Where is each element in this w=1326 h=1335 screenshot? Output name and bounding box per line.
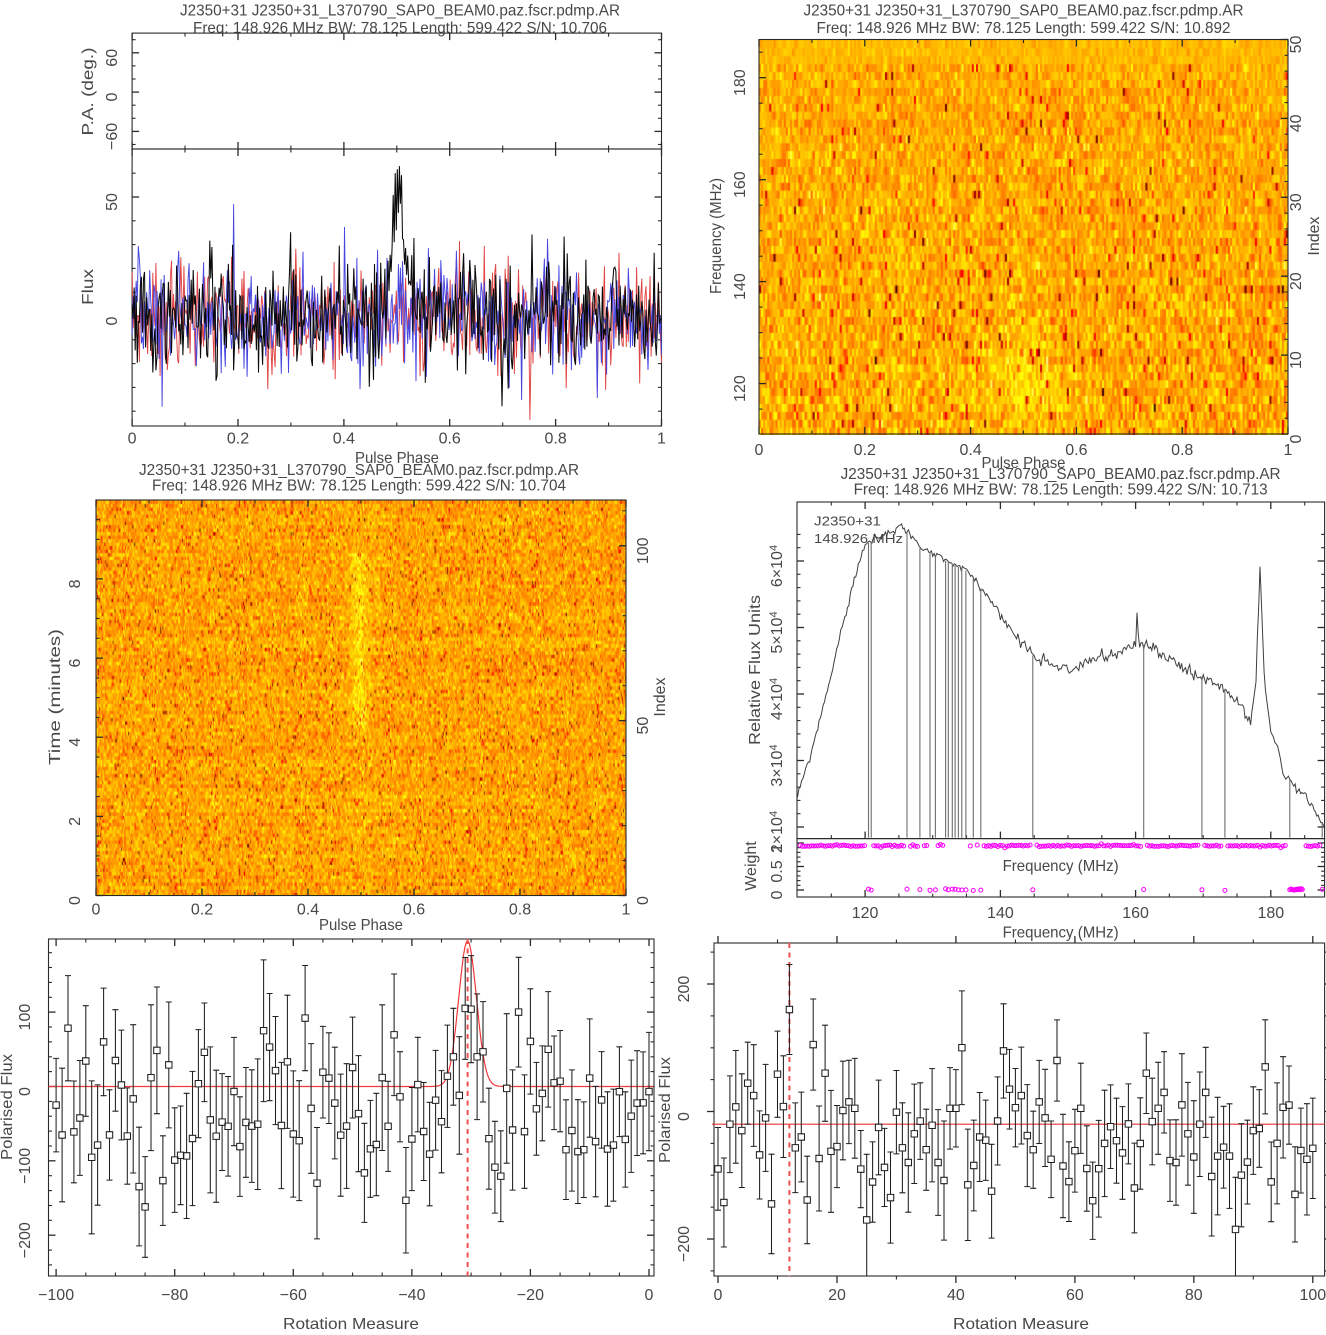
svg-text:1: 1 bbox=[657, 431, 666, 448]
svg-text:10: 10 bbox=[1288, 351, 1305, 369]
svg-text:Freq: 148.926 MHz BW: 78.125 L: Freq: 148.926 MHz BW: 78.125 Length: 599… bbox=[152, 478, 566, 495]
svg-text:40: 40 bbox=[1288, 114, 1305, 132]
svg-text:0.6: 0.6 bbox=[439, 431, 461, 448]
svg-text:Pulse Phase: Pulse Phase bbox=[319, 917, 403, 934]
svg-text:50: 50 bbox=[1288, 36, 1305, 54]
svg-text:Freq: 148.926 MHz BW: 78.125 L: Freq: 148.926 MHz BW: 78.125 Length: 599… bbox=[854, 482, 1268, 499]
svg-text:−60: −60 bbox=[280, 1287, 307, 1304]
svg-text:1: 1 bbox=[1284, 442, 1293, 459]
svg-text:200: 200 bbox=[676, 976, 693, 1003]
svg-text:Polarised Flux: Polarised Flux bbox=[0, 1054, 16, 1160]
svg-text:140: 140 bbox=[732, 273, 749, 300]
svg-text:Relative Flux Units: Relative Flux Units bbox=[747, 595, 764, 745]
svg-text:0.8: 0.8 bbox=[509, 902, 531, 919]
svg-text:4×104: 4×104 bbox=[768, 678, 786, 720]
svg-text:120: 120 bbox=[852, 905, 879, 922]
svg-text:−100: −100 bbox=[17, 1148, 34, 1184]
svg-text:148.926 MHz: 148.926 MHz bbox=[814, 531, 903, 546]
svg-text:0.4: 0.4 bbox=[959, 442, 981, 459]
svg-text:0: 0 bbox=[635, 896, 652, 905]
svg-text:0: 0 bbox=[104, 316, 121, 325]
svg-text:0: 0 bbox=[714, 1287, 723, 1304]
svg-text:P.A. (deg.): P.A. (deg.) bbox=[80, 48, 97, 136]
svg-text:1: 1 bbox=[622, 902, 631, 919]
svg-text:Pulse Phase: Pulse Phase bbox=[355, 450, 439, 467]
svg-text:2: 2 bbox=[67, 817, 84, 826]
svg-text:1: 1 bbox=[769, 843, 786, 852]
svg-text:Flux: Flux bbox=[80, 269, 97, 305]
svg-text:0.8: 0.8 bbox=[544, 431, 566, 448]
svg-text:Frequency (MHz): Frequency (MHz) bbox=[1003, 858, 1119, 875]
svg-text:0: 0 bbox=[676, 1112, 693, 1121]
svg-text:0: 0 bbox=[104, 93, 121, 102]
svg-text:3×104: 3×104 bbox=[768, 744, 786, 786]
svg-text:−80: −80 bbox=[161, 1287, 188, 1304]
svg-text:60: 60 bbox=[1066, 1287, 1084, 1304]
svg-text:60: 60 bbox=[104, 49, 121, 67]
svg-text:0: 0 bbox=[1288, 434, 1305, 443]
svg-text:0.2: 0.2 bbox=[227, 431, 249, 448]
svg-text:0.4: 0.4 bbox=[333, 431, 355, 448]
svg-text:0.6: 0.6 bbox=[1065, 442, 1087, 459]
svg-text:Polarised Flux: Polarised Flux bbox=[657, 1057, 674, 1163]
svg-text:0: 0 bbox=[645, 1287, 654, 1304]
svg-text:50: 50 bbox=[635, 717, 652, 735]
svg-text:Rotation Measure: Rotation Measure bbox=[953, 1316, 1089, 1333]
svg-text:−100: −100 bbox=[38, 1287, 74, 1304]
svg-text:0: 0 bbox=[17, 1087, 34, 1096]
svg-text:100: 100 bbox=[17, 1004, 34, 1031]
svg-text:−60: −60 bbox=[104, 123, 121, 150]
svg-text:0: 0 bbox=[769, 890, 786, 899]
svg-text:J2350+31 J2350+31_L370790_SAP0: J2350+31 J2350+31_L370790_SAP0_BEAM0.paz… bbox=[139, 462, 579, 479]
svg-text:0.8: 0.8 bbox=[1171, 442, 1193, 459]
svg-text:80: 80 bbox=[1185, 1287, 1203, 1304]
svg-text:40: 40 bbox=[947, 1287, 965, 1304]
svg-text:Index: Index bbox=[652, 677, 669, 716]
svg-text:0.2: 0.2 bbox=[191, 902, 213, 919]
svg-text:0: 0 bbox=[67, 896, 84, 905]
svg-text:−200: −200 bbox=[17, 1222, 34, 1258]
svg-text:J2350+31: J2350+31 bbox=[814, 514, 881, 529]
svg-text:−200: −200 bbox=[676, 1226, 693, 1262]
svg-text:0: 0 bbox=[128, 431, 137, 448]
svg-text:Frequency (MHz): Frequency (MHz) bbox=[1003, 925, 1119, 942]
svg-text:Weight: Weight bbox=[743, 841, 760, 891]
svg-text:J2350+31 J2350+31_L370790_SAP0: J2350+31 J2350+31_L370790_SAP0_BEAM0.paz… bbox=[804, 3, 1244, 20]
svg-text:0.5: 0.5 bbox=[769, 860, 786, 882]
svg-text:30: 30 bbox=[1288, 193, 1305, 211]
svg-text:−20: −20 bbox=[517, 1287, 544, 1304]
svg-text:5×104: 5×104 bbox=[768, 611, 786, 653]
svg-text:4: 4 bbox=[67, 738, 84, 747]
svg-text:Time (minutes): Time (minutes) bbox=[47, 629, 64, 765]
svg-text:180: 180 bbox=[1257, 905, 1284, 922]
svg-text:120: 120 bbox=[732, 375, 749, 402]
svg-text:J2350+31 J2350+31_L370790_SAP0: J2350+31 J2350+31_L370790_SAP0_BEAM0.paz… bbox=[180, 3, 620, 20]
svg-text:−40: −40 bbox=[398, 1287, 425, 1304]
svg-text:6: 6 bbox=[67, 659, 84, 668]
svg-text:180: 180 bbox=[732, 69, 749, 96]
svg-text:Frequency (MHz): Frequency (MHz) bbox=[708, 178, 725, 294]
svg-text:J2350+31 J2350+31_L370790_SAP0: J2350+31 J2350+31_L370790_SAP0_BEAM0.paz… bbox=[841, 466, 1281, 483]
svg-text:0.4: 0.4 bbox=[297, 902, 319, 919]
svg-text:50: 50 bbox=[104, 193, 121, 211]
svg-text:8: 8 bbox=[67, 579, 84, 588]
svg-text:Freq: 148.926 MHz BW: 78.125 L: Freq: 148.926 MHz BW: 78.125 Length: 599… bbox=[193, 20, 607, 37]
svg-text:Index: Index bbox=[1306, 216, 1323, 255]
svg-text:160: 160 bbox=[1122, 905, 1149, 922]
svg-text:100: 100 bbox=[1299, 1287, 1326, 1304]
svg-text:20: 20 bbox=[828, 1287, 846, 1304]
svg-text:140: 140 bbox=[987, 905, 1014, 922]
svg-text:6×104: 6×104 bbox=[768, 545, 786, 587]
svg-text:0: 0 bbox=[92, 902, 101, 919]
svg-text:Pulse Phase: Pulse Phase bbox=[982, 455, 1066, 472]
svg-text:Freq: 148.926 MHz BW: 78.125 L: Freq: 148.926 MHz BW: 78.125 Length: 599… bbox=[817, 20, 1231, 37]
svg-text:100: 100 bbox=[635, 537, 652, 564]
svg-text:Rotation Measure: Rotation Measure bbox=[283, 1316, 419, 1333]
svg-text:20: 20 bbox=[1288, 272, 1305, 290]
svg-text:2×104: 2×104 bbox=[768, 811, 786, 853]
svg-text:0: 0 bbox=[755, 442, 764, 459]
svg-text:0.6: 0.6 bbox=[403, 902, 425, 919]
svg-text:160: 160 bbox=[732, 171, 749, 198]
svg-text:0.2: 0.2 bbox=[854, 442, 876, 459]
